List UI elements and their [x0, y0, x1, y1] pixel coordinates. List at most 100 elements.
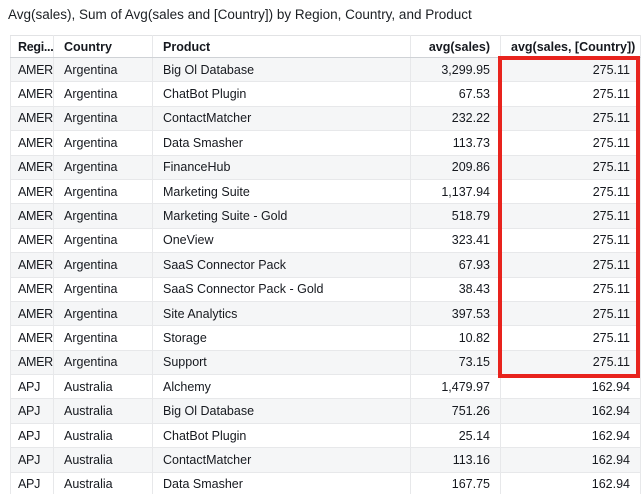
- cell-product[interactable]: Support: [152, 349, 411, 376]
- cell-avg-sales-country[interactable]: 162.94: [500, 374, 641, 400]
- cell-avg-sales[interactable]: 67.93: [410, 252, 501, 278]
- cell-product[interactable]: ChatBot Plugin: [152, 422, 411, 449]
- cell-avg-sales[interactable]: 113.73: [410, 130, 501, 156]
- cell-avg-sales[interactable]: 3,299.95: [410, 56, 501, 83]
- cell-avg-sales[interactable]: 232.22: [410, 105, 501, 132]
- cell-avg-sales-country[interactable]: 275.11: [500, 203, 641, 229]
- cell-avg-sales[interactable]: 1,479.97: [410, 374, 501, 400]
- cell-avg-sales-country[interactable]: 162.94: [500, 398, 641, 424]
- column-header-region[interactable]: Regi...: [10, 35, 54, 58]
- cell-product[interactable]: ContactMatcher: [152, 447, 411, 473]
- cell-region[interactable]: AMER: [10, 300, 54, 327]
- column-header-avg-sales[interactable]: avg(sales): [410, 35, 501, 58]
- cell-avg-sales[interactable]: 1,137.94: [410, 178, 501, 205]
- cell-region[interactable]: AMER: [10, 130, 54, 156]
- cell-avg-sales-country[interactable]: 275.11: [500, 178, 641, 205]
- cell-product[interactable]: Data Smasher: [152, 130, 411, 156]
- cell-region[interactable]: AMER: [10, 349, 54, 376]
- cell-avg-sales[interactable]: 38.43: [410, 276, 501, 302]
- cell-product[interactable]: ChatBot Plugin: [152, 81, 411, 107]
- column-header-product[interactable]: Product: [152, 35, 411, 58]
- column-header-country[interactable]: Country: [53, 35, 153, 58]
- cell-avg-sales-country[interactable]: 275.11: [500, 252, 641, 278]
- cell-region[interactable]: APJ: [10, 471, 54, 494]
- table-row: AMER Argentina SaaS Connector Pack 67.93 275…: [10, 252, 641, 278]
- cell-region[interactable]: APJ: [10, 447, 54, 473]
- cell-country[interactable]: Argentina: [53, 178, 153, 205]
- cell-product[interactable]: SaaS Connector Pack: [152, 252, 411, 278]
- cell-region[interactable]: AMER: [10, 325, 54, 351]
- cell-avg-sales-country[interactable]: 275.11: [500, 325, 641, 351]
- cell-country[interactable]: Australia: [53, 422, 153, 449]
- cell-avg-sales[interactable]: 209.86: [410, 154, 501, 180]
- cell-region[interactable]: APJ: [10, 422, 54, 449]
- cell-avg-sales-country[interactable]: 275.11: [500, 227, 641, 254]
- cell-avg-sales-country[interactable]: 275.11: [500, 276, 641, 302]
- cell-region[interactable]: AMER: [10, 203, 54, 229]
- cell-avg-sales[interactable]: 25.14: [410, 422, 501, 449]
- cell-avg-sales[interactable]: 113.16: [410, 447, 501, 473]
- cell-region[interactable]: AMER: [10, 105, 54, 132]
- cell-product[interactable]: Site Analytics: [152, 300, 411, 327]
- cell-region[interactable]: AMER: [10, 276, 54, 302]
- cell-product[interactable]: Marketing Suite: [152, 178, 411, 205]
- cell-country[interactable]: Argentina: [53, 227, 153, 254]
- cell-avg-sales-country[interactable]: 275.11: [500, 349, 641, 376]
- cell-country[interactable]: Australia: [53, 398, 153, 424]
- cell-region[interactable]: APJ: [10, 374, 54, 400]
- cell-product[interactable]: ContactMatcher: [152, 105, 411, 132]
- cell-product[interactable]: Alchemy: [152, 374, 411, 400]
- cell-country[interactable]: Argentina: [53, 81, 153, 107]
- cell-avg-sales-country[interactable]: 275.11: [500, 56, 641, 83]
- cell-country[interactable]: Argentina: [53, 276, 153, 302]
- visual-title: Avg(sales), Sum of Avg(sales and [Countr…: [8, 7, 472, 22]
- cell-avg-sales[interactable]: 73.15: [410, 349, 501, 376]
- cell-avg-sales-country[interactable]: 162.94: [500, 447, 641, 473]
- cell-avg-sales-country[interactable]: 275.11: [500, 154, 641, 180]
- table-row: AMER Argentina ContactMatcher 232.22 275.11: [10, 105, 641, 132]
- cell-region[interactable]: AMER: [10, 178, 54, 205]
- cell-product[interactable]: Big Ol Database: [152, 398, 411, 424]
- table-row: AMER Argentina FinanceHub 209.86 275.11: [10, 154, 641, 180]
- cell-avg-sales[interactable]: 751.26: [410, 398, 501, 424]
- cell-avg-sales-country[interactable]: 275.11: [500, 105, 641, 132]
- cell-country[interactable]: Argentina: [53, 252, 153, 278]
- cell-avg-sales-country[interactable]: 275.11: [500, 130, 641, 156]
- cell-country[interactable]: Argentina: [53, 154, 153, 180]
- cell-avg-sales[interactable]: 397.53: [410, 300, 501, 327]
- cell-avg-sales-country[interactable]: 162.94: [500, 471, 641, 494]
- cell-country[interactable]: Argentina: [53, 300, 153, 327]
- cell-product[interactable]: Big Ol Database: [152, 56, 411, 83]
- cell-avg-sales-country[interactable]: 275.11: [500, 81, 641, 107]
- cell-product[interactable]: Storage: [152, 325, 411, 351]
- cell-avg-sales-country[interactable]: 162.94: [500, 422, 641, 449]
- cell-region[interactable]: AMER: [10, 252, 54, 278]
- table-row: AMER Argentina OneView 323.41 275.11: [10, 227, 641, 254]
- cell-country[interactable]: Argentina: [53, 203, 153, 229]
- cell-region[interactable]: AMER: [10, 154, 54, 180]
- column-header-avg-sales-country[interactable]: avg(sales, [Country]): [500, 35, 641, 58]
- cell-product[interactable]: SaaS Connector Pack - Gold: [152, 276, 411, 302]
- cell-product[interactable]: Marketing Suite - Gold: [152, 203, 411, 229]
- cell-country[interactable]: Argentina: [53, 56, 153, 83]
- cell-avg-sales[interactable]: 67.53: [410, 81, 501, 107]
- cell-avg-sales[interactable]: 518.79: [410, 203, 501, 229]
- cell-product[interactable]: OneView: [152, 227, 411, 254]
- cell-country[interactable]: Argentina: [53, 349, 153, 376]
- cell-region[interactable]: AMER: [10, 227, 54, 254]
- cell-country[interactable]: Australia: [53, 447, 153, 473]
- cell-avg-sales[interactable]: 167.75: [410, 471, 501, 494]
- cell-country[interactable]: Argentina: [53, 105, 153, 132]
- cell-avg-sales-country[interactable]: 275.11: [500, 300, 641, 327]
- cell-region[interactable]: APJ: [10, 398, 54, 424]
- cell-country[interactable]: Argentina: [53, 130, 153, 156]
- cell-region[interactable]: AMER: [10, 56, 54, 83]
- cell-country[interactable]: Australia: [53, 471, 153, 494]
- cell-product[interactable]: FinanceHub: [152, 154, 411, 180]
- cell-country[interactable]: Argentina: [53, 325, 153, 351]
- cell-region[interactable]: AMER: [10, 81, 54, 107]
- cell-country[interactable]: Australia: [53, 374, 153, 400]
- cell-product[interactable]: Data Smasher: [152, 471, 411, 494]
- cell-avg-sales[interactable]: 323.41: [410, 227, 501, 254]
- cell-avg-sales[interactable]: 10.82: [410, 325, 501, 351]
